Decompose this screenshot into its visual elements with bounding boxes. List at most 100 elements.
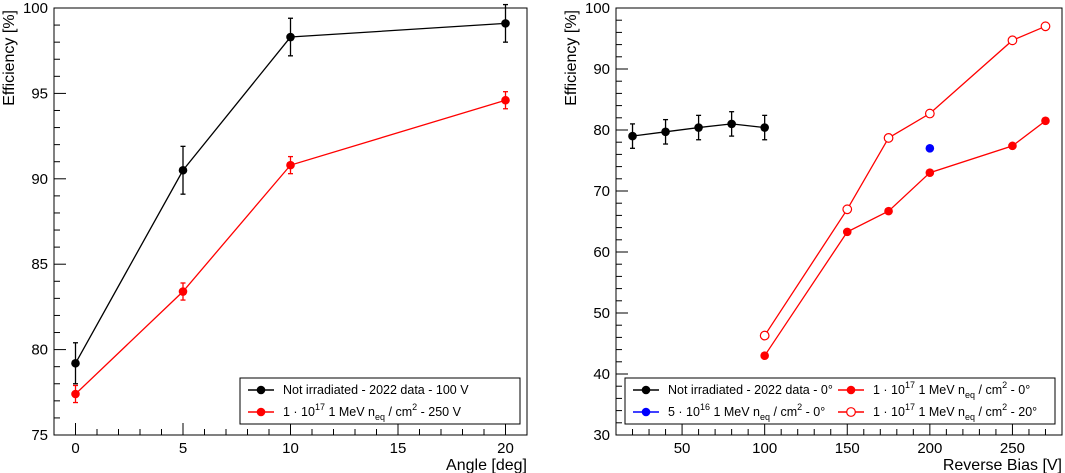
series-line bbox=[764, 25, 1046, 336]
legend: Not irradiated - 2022 data - 0° 5 · 1016 … bbox=[624, 377, 1056, 425]
legend-swatch-marker bbox=[256, 385, 266, 395]
x-tick-label: 250 bbox=[1000, 440, 1025, 457]
data-point bbox=[661, 127, 670, 137]
y-tick-label: 85 bbox=[31, 256, 48, 273]
series-1 bbox=[628, 111, 769, 149]
x-tick-label: 100 bbox=[752, 440, 777, 457]
legend-swatch-marker bbox=[641, 407, 651, 417]
legend-swatch-marker bbox=[256, 407, 266, 417]
x-tick-label: 20 bbox=[497, 440, 514, 457]
data-point bbox=[759, 330, 770, 341]
x-tick-label: 10 bbox=[282, 440, 299, 457]
legend-text-main: 5 · 10 bbox=[668, 405, 700, 419]
y-tick-label: 90 bbox=[593, 61, 610, 78]
legend-text-tail: - 250 V bbox=[417, 405, 461, 419]
legend: Not irradiated - 2022 data - 100 V 1 · 10… bbox=[239, 377, 521, 425]
data-point bbox=[178, 165, 188, 175]
legend-text-sup: 17 bbox=[315, 402, 325, 412]
legend-label: Not irradiated - 2022 data - 0° bbox=[668, 383, 833, 397]
legend-text-mid: 1 MeV n bbox=[915, 405, 965, 419]
data-point bbox=[286, 160, 295, 170]
legend-text-sup: 17 bbox=[905, 402, 915, 412]
legend-swatch-marker bbox=[846, 385, 856, 395]
legend-item: 5 · 1016 1 MeV neq / cm2 - 0° bbox=[633, 402, 825, 422]
legend-text-sub: eq bbox=[760, 412, 770, 422]
legend-text-mid: 1 MeV n bbox=[710, 405, 760, 419]
legend-text-sup: 16 bbox=[700, 402, 710, 412]
series-1 bbox=[71, 3, 510, 385]
data-point bbox=[1040, 21, 1051, 32]
data-point bbox=[760, 123, 769, 132]
data-point bbox=[842, 204, 853, 215]
data-point bbox=[1007, 35, 1018, 46]
legend-text-sup: 17 bbox=[905, 380, 915, 390]
y-tick-label: 100 bbox=[585, 0, 610, 17]
data-point bbox=[71, 358, 80, 368]
legend-text-main: 1 · 10 bbox=[873, 383, 905, 397]
legend-item: 1 · 1017 1 MeV neq / cm2 - 250 V bbox=[248, 402, 462, 422]
legend-text-end: / cm bbox=[975, 383, 1002, 397]
series-3 bbox=[760, 116, 1050, 361]
y-tick-label: 70 bbox=[593, 183, 610, 200]
data-point bbox=[694, 123, 703, 132]
data-point bbox=[71, 389, 80, 399]
data-point bbox=[286, 32, 295, 42]
data-point bbox=[842, 227, 852, 237]
y-tick-label: 40 bbox=[593, 366, 610, 383]
data-point bbox=[178, 287, 188, 296]
legend-item: Not irradiated - 2022 data - 100 V bbox=[248, 383, 469, 397]
legend-text-main: 1 · 10 bbox=[283, 405, 315, 419]
y-tick-label: 100 bbox=[23, 0, 48, 17]
legend-text-sup2: 2 bbox=[1002, 402, 1007, 412]
data-point bbox=[925, 168, 935, 177]
legend-text-mid: 1 MeV n bbox=[325, 405, 375, 419]
plot-frame bbox=[615, 7, 1063, 436]
y-tick-label: 30 bbox=[593, 427, 610, 444]
series-line bbox=[75, 99, 506, 395]
x-tick-label: 150 bbox=[835, 440, 860, 457]
y-tick-label: 60 bbox=[593, 244, 610, 261]
data-point bbox=[1041, 116, 1050, 126]
legend-text-sub: eq bbox=[965, 390, 975, 400]
y-tick-label: 95 bbox=[31, 85, 48, 102]
legend-text-mid: 1 MeV n bbox=[915, 383, 965, 397]
data-point bbox=[501, 19, 510, 28]
legend-text-main: Not irradiated - 2022 data - 100 V bbox=[283, 383, 469, 397]
legend-label: 5 · 1016 1 MeV neq / cm2 - 0° bbox=[668, 402, 825, 422]
legend-text-sup2: 2 bbox=[797, 402, 802, 412]
series-4 bbox=[759, 21, 1051, 341]
y-tick-label: 90 bbox=[31, 171, 48, 188]
y-tick-label: 75 bbox=[31, 427, 48, 444]
data-point bbox=[924, 108, 935, 119]
data-point bbox=[760, 351, 769, 361]
y-tick-label: 80 bbox=[31, 342, 48, 359]
x-tick-label: 0 bbox=[71, 440, 79, 457]
data-point bbox=[501, 95, 510, 105]
series-2 bbox=[925, 144, 935, 153]
legend-text-main: Not irradiated - 2022 data - 0° bbox=[668, 383, 833, 397]
series-line bbox=[74, 22, 506, 364]
legend-swatch-marker bbox=[641, 385, 651, 395]
legend-item: 1 · 1017 1 MeV neq / cm2 - 20° bbox=[838, 402, 1037, 422]
y-tick-label: 80 bbox=[593, 122, 610, 139]
legend-label: 1 · 1017 1 MeV neq / cm2 - 250 V bbox=[283, 402, 462, 422]
legend-label: Not irradiated - 2022 data - 100 V bbox=[283, 383, 469, 397]
data-point bbox=[628, 131, 637, 141]
x-tick-label: 50 bbox=[674, 440, 691, 457]
data-point bbox=[925, 144, 935, 153]
data-point bbox=[883, 133, 894, 143]
x-axis-title: Reverse Bias [V] bbox=[943, 457, 1062, 473]
legend-item: 1 · 1017 1 MeV neq / cm2 - 0° bbox=[838, 380, 1030, 400]
legend-item: Not irradiated - 2022 data - 0° bbox=[633, 383, 833, 397]
x-axis-title: Angle [deg] bbox=[446, 457, 527, 473]
data-point bbox=[884, 206, 893, 216]
legend-text-end: / cm bbox=[975, 405, 1002, 419]
y-axis-title: Efficiency [%] bbox=[1, 10, 18, 106]
legend-text-sup2: 2 bbox=[412, 402, 417, 412]
legend-text-tail: - 20° bbox=[1007, 405, 1037, 419]
legend-text-sup2: 2 bbox=[1002, 380, 1007, 390]
legend-box bbox=[239, 377, 521, 425]
